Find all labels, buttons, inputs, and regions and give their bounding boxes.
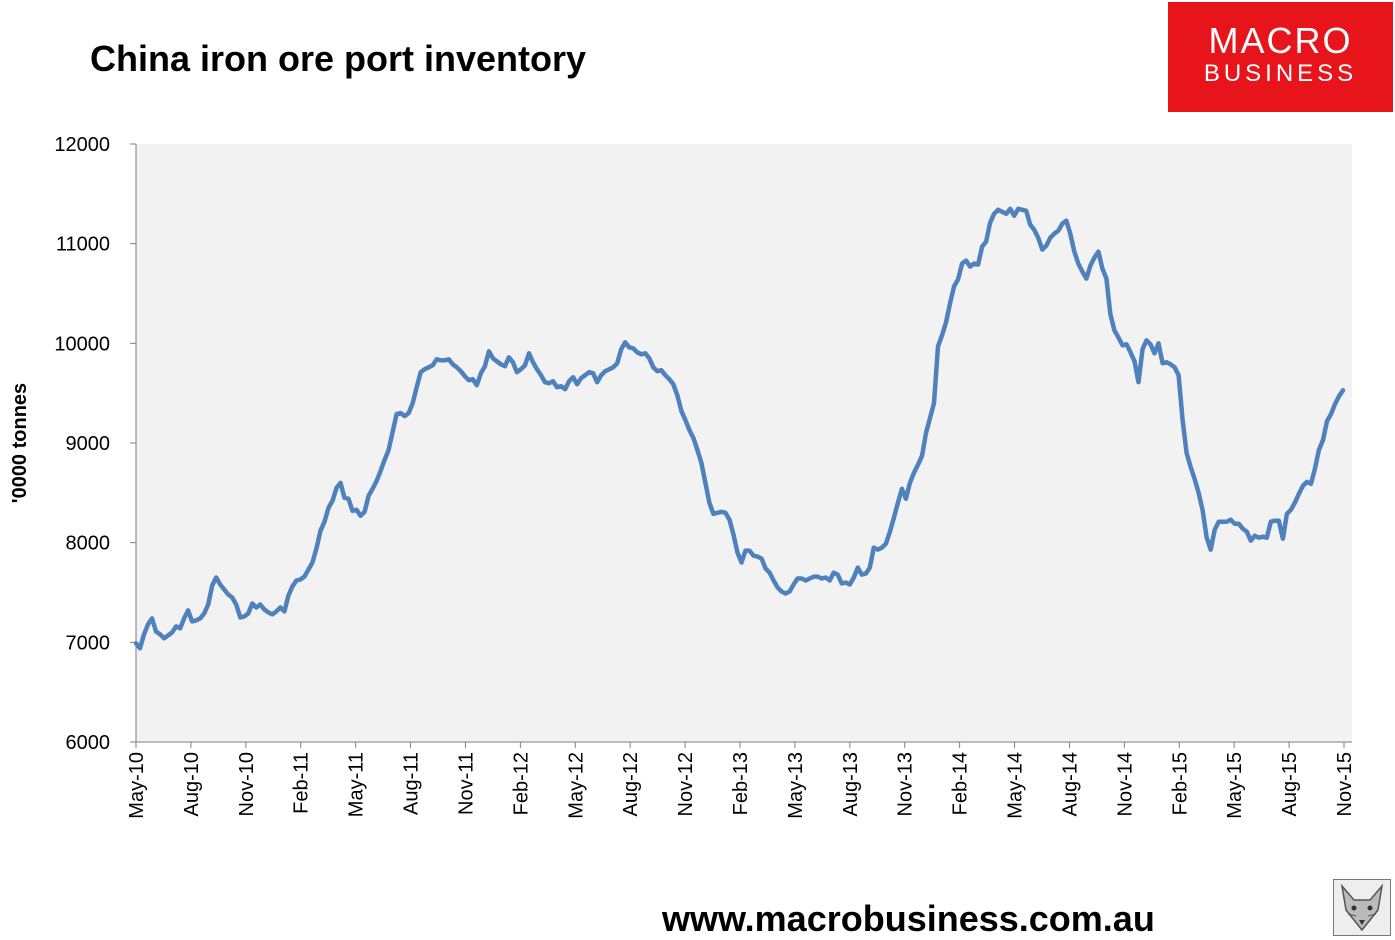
x-tick-label: Feb-11: [291, 752, 313, 814]
series-line-0: [133, 206, 1346, 651]
x-tick-label: Feb-14: [950, 752, 972, 815]
logo-line2: BUSINESS: [1203, 60, 1358, 87]
site-url: www.macrobusiness.com.au: [662, 898, 1155, 939]
x-tick-label: May-12: [565, 752, 587, 819]
x-axis: May-10 Aug-10 Nov-10 Feb-11 May-11 Aug-11 Nov-…: [126, 741, 1356, 819]
x-tick-label: Aug-11: [401, 752, 423, 815]
x-tick-label: Nov-10: [236, 752, 258, 816]
y-axis: 6000 7000 8000 9000 10000 11000 12000: [54, 134, 137, 754]
x-tick-label: Aug-10: [181, 752, 203, 817]
x-tick-label: May-10: [126, 752, 148, 819]
x-tick-label: Aug-13: [840, 752, 862, 817]
x-tick-label: Feb-15: [1169, 752, 1191, 815]
x-tick-label: Nov-11: [455, 752, 477, 815]
x-tick-label: May-13: [785, 752, 807, 819]
y-tick-label: 10000: [54, 333, 110, 355]
fox-icon: [1333, 879, 1391, 936]
x-tick-label: May-11: [346, 752, 368, 817]
x-tick-label: Aug-14: [1059, 752, 1081, 817]
logo-line1: MACRO: [1208, 20, 1353, 61]
y-tick-label: 6000: [66, 732, 111, 754]
y-tick-label: 12000: [54, 134, 110, 156]
x-tick-label: May-14: [1005, 752, 1027, 819]
x-tick-label: Feb-12: [510, 752, 532, 815]
y-tick-label: 11000: [56, 234, 110, 256]
page-title: China iron ore port inventory: [90, 38, 587, 79]
y-tick-label: 7000: [66, 632, 111, 654]
x-tick-label: Aug-15: [1279, 752, 1301, 817]
x-tick-label: Feb-13: [730, 752, 752, 815]
x-tick-label: Nov-15: [1334, 752, 1356, 816]
y-tick-label: 9000: [66, 433, 111, 455]
x-tick-label: Nov-12: [675, 752, 697, 816]
macrobusiness-logo: MACRO BUSINESS: [1168, 2, 1393, 112]
y-tick-label: 8000: [66, 533, 111, 555]
x-tick-label: Nov-13: [895, 752, 917, 816]
x-tick-label: May-15: [1224, 752, 1246, 819]
x-tick-label: Nov-14: [1114, 752, 1136, 816]
series-layer: [133, 206, 1346, 651]
x-tick-label: Aug-12: [620, 752, 642, 817]
y-axis-label: '0000 tonnes: [9, 383, 31, 503]
plot-area: [136, 144, 1352, 742]
